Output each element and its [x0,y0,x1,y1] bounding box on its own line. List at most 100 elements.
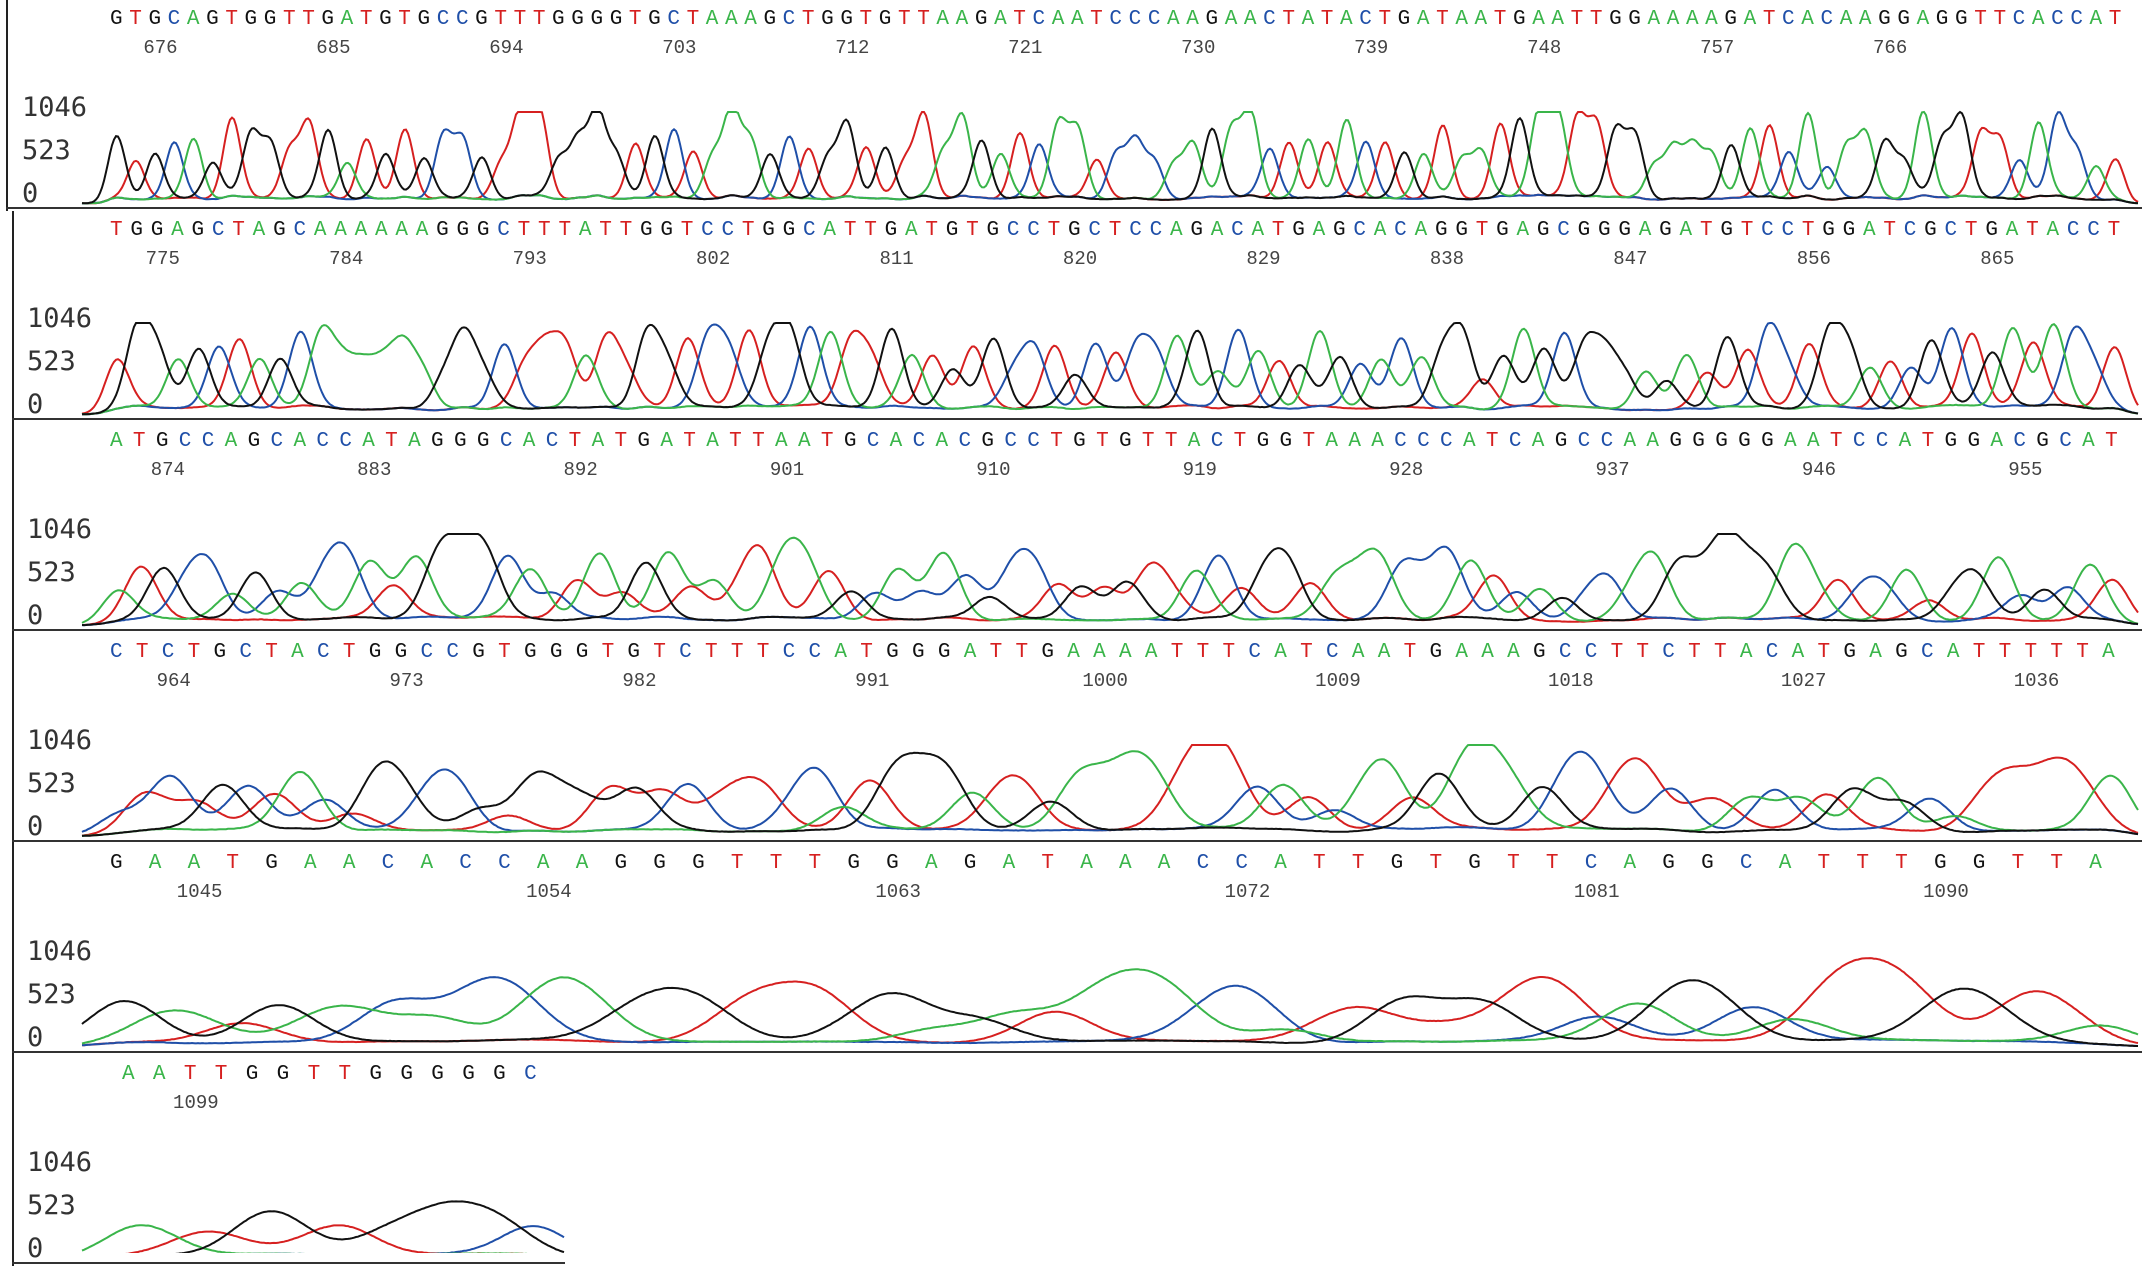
base-call: C [1765,641,1779,664]
base-call: T [232,219,245,242]
base-call: T [1271,219,1285,242]
base-call: C [1903,219,1917,242]
base-call: C [1662,641,1675,664]
base-call: C [1032,8,1046,31]
base-call: A [171,219,184,242]
base-call: C [1782,8,1795,31]
base-call: G [417,8,431,31]
base-call: T [110,219,123,242]
base-call: C [1263,8,1276,31]
position-label: 703 [662,37,697,59]
y-tick-label: 523 [27,979,76,1010]
base-call: G [575,641,589,664]
trace-G [175,1200,565,1253]
base-call: C [1210,430,1224,453]
base-call: T [1740,219,1754,242]
base-call: T [532,8,546,31]
y-tick-label: 523 [27,1190,76,1221]
base-call: A [744,8,757,31]
position-label: 766 [1873,37,1908,59]
base-call: G [886,852,899,875]
base-call: G [368,641,382,664]
base-call: T [1041,852,1054,875]
base-call: T [342,641,356,664]
base-call: T [1090,8,1103,31]
base-call: A [575,852,589,875]
base-call: G [1455,219,1468,242]
base-call: A [1916,8,1930,31]
base-call: G [247,430,261,453]
base-call: G [1554,430,1568,453]
base-call: A [1839,8,1853,31]
base-call: A [1251,219,1265,242]
base-call: A [1186,8,1199,31]
base-call: C [1235,852,1249,875]
base-call: A [904,219,918,242]
base-call: G [653,852,666,875]
base-call: G [263,8,277,31]
base-call: G [878,8,892,31]
base-call: C [524,1063,537,1086]
base-call: T [1801,219,1815,242]
base-call: T [730,641,744,664]
base-call: G [609,8,623,31]
base-call: G [436,219,449,242]
base-call: G [1972,852,1986,875]
position-label: 1081 [1573,881,1620,903]
base-call: T [1993,8,2007,31]
base-call: T [1570,8,1584,31]
base-call: T [897,8,911,31]
panel-baseline [12,629,2142,631]
base-call: G [1724,8,1737,31]
base-call: G [475,8,488,31]
base-call: A [1806,430,1820,453]
base-call: G [840,8,853,31]
base-call: T [769,852,783,875]
base-call: A [1169,219,1183,242]
base-call: C [958,430,972,453]
base-call: C [1353,219,1367,242]
position-label: 694 [489,37,524,59]
base-call: C [161,641,175,664]
base-call: G [627,641,641,664]
base-call: T [2011,852,2025,875]
panel-frame [6,0,8,211]
base-call: T [359,8,373,31]
base-call: G [1701,852,1714,875]
base-call: A [1312,219,1326,242]
base-call: G [1292,219,1305,242]
base-call: A [1224,8,1238,31]
base-call: A [1685,8,1699,31]
base-call: C [1852,430,1866,453]
base-call: T [925,219,938,242]
base-call: A [1119,641,1132,664]
base-call: C [1577,430,1591,453]
position-label: 1099 [173,1092,219,1114]
panel-baseline [12,1262,565,1264]
y-tick-label: 1046 [27,514,93,545]
base-call: G [431,1063,444,1086]
base-call: G [1429,641,1443,664]
base-call: G [886,641,899,664]
base-call: A [2082,430,2095,453]
base-call: G [155,430,169,453]
position-label: 1045 [176,881,223,903]
base-call: A [1167,8,1180,31]
base-call: G [843,430,857,453]
base-call: G [456,219,470,242]
base-call: T [864,219,877,242]
base-call: G [191,219,205,242]
base-call: T [752,430,765,453]
position-label: 856 [1796,248,1831,270]
trace-G [81,979,2138,1047]
base-call: T [1429,852,1443,875]
position-label: 937 [1595,459,1630,481]
base-call: G [453,430,467,453]
base-call: C [239,641,252,664]
base-call: A [110,430,123,453]
base-call: A [578,219,592,242]
position-label: 946 [1801,459,1837,481]
base-call: T [2076,641,2089,664]
base-call: G [462,1063,475,1086]
